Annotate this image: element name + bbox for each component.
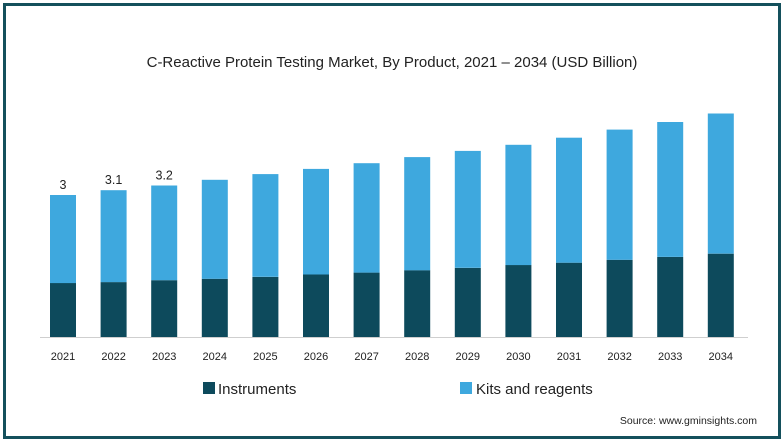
chart-frame	[3, 3, 781, 439]
x-tick-label-2034: 2034	[709, 351, 733, 363]
data-label-2022: 3.1	[105, 173, 122, 187]
bar-kits-and-reagents-2023	[151, 185, 178, 281]
bar-kits-and-reagents-2024	[201, 179, 228, 279]
bar-kits-and-reagents-2022	[100, 190, 127, 283]
bar-instruments-2030	[505, 265, 532, 337]
bar-kits-and-reagents-2034	[707, 113, 734, 254]
x-tick-label-2028: 2028	[405, 351, 429, 363]
x-tick-label-2023: 2023	[152, 351, 176, 363]
bar-kits-and-reagents-2031	[556, 137, 582, 263]
x-tick-label-2025: 2025	[253, 351, 277, 363]
bar-instruments-2024	[201, 278, 228, 337]
bar-instruments-2033	[657, 257, 684, 337]
bar-instruments-2022	[100, 282, 127, 337]
bar-instruments-2028	[404, 270, 431, 337]
x-tick-label-2033: 2033	[658, 351, 682, 363]
x-tick-label-2024: 2024	[203, 351, 227, 363]
legend-label-kits-and-reagents: Kits and reagents	[476, 381, 593, 398]
bar-instruments-2023	[151, 280, 178, 337]
x-tick-label-2029: 2029	[456, 351, 480, 363]
x-tick-label-2021: 2021	[51, 351, 75, 363]
bar-instruments-2021	[50, 283, 76, 337]
bars-group	[50, 113, 734, 337]
source-note: Source: www.gminsights.com	[620, 415, 757, 427]
bar-kits-and-reagents-2033	[657, 122, 684, 257]
legend-swatch-kits-and-reagents	[460, 382, 472, 394]
bar-instruments-2031	[556, 262, 582, 337]
x-tick-label-2022: 2022	[101, 351, 125, 363]
bar-kits-and-reagents-2032	[606, 129, 633, 260]
data-label-2023: 3.2	[156, 169, 173, 183]
data-label-2021: 3	[60, 178, 67, 192]
chart-title: C-Reactive Protein Testing Market, By Pr…	[147, 54, 638, 71]
bar-instruments-2032	[606, 259, 633, 337]
bar-instruments-2027	[353, 272, 380, 337]
bar-instruments-2026	[303, 274, 329, 337]
bar-instruments-2029	[454, 267, 481, 337]
bar-kits-and-reagents-2021	[50, 195, 76, 284]
bar-kits-and-reagents-2028	[404, 157, 431, 271]
bar-kits-and-reagents-2030	[505, 144, 532, 266]
x-tick-label-2032: 2032	[607, 351, 631, 363]
x-tick-label-2027: 2027	[354, 351, 378, 363]
x-tick-label-2026: 2026	[304, 351, 328, 363]
legend-label-instruments: Instruments	[218, 381, 296, 398]
bar-kits-and-reagents-2025	[252, 174, 279, 277]
legend-swatch-instruments	[203, 382, 215, 394]
bar-kits-and-reagents-2027	[353, 163, 380, 273]
x-tick-label-2031: 2031	[557, 351, 581, 363]
data-labels: 3 3.1 3.2	[60, 169, 173, 193]
x-tick-labels: 2021 2022 2023 2024 2025 2026 2027 2028 2029 2030…	[51, 351, 733, 363]
bar-kits-and-reagents-2029	[454, 150, 481, 268]
bar-instruments-2025	[252, 276, 279, 337]
bar-kits-and-reagents-2026	[303, 168, 329, 275]
bar-instruments-2034	[707, 253, 734, 337]
x-tick-label-2030: 2030	[506, 351, 530, 363]
